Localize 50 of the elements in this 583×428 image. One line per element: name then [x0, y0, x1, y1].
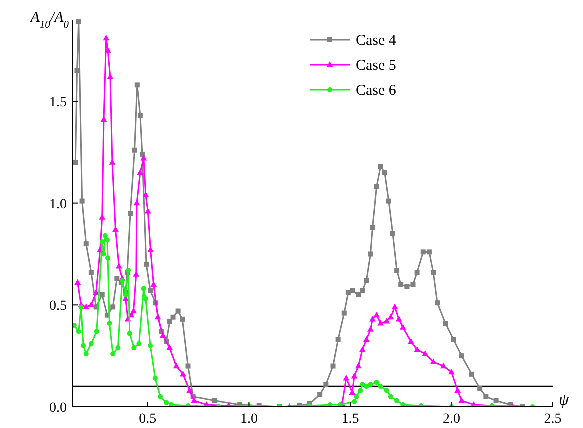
point	[100, 240, 105, 245]
point	[152, 376, 158, 381]
point	[388, 394, 394, 400]
y-axis-title: A$_{10}$/A$_{0}$	[30, 10, 70, 30]
point	[107, 320, 112, 326]
point	[94, 329, 100, 334]
y-tick-label: 1.0	[50, 197, 67, 212]
point	[358, 388, 364, 394]
point	[148, 343, 154, 348]
point	[164, 400, 170, 406]
point	[368, 382, 374, 388]
x-tick-label: 2.0	[442, 412, 460, 427]
point	[394, 398, 400, 404]
point	[400, 402, 406, 407]
y-tick-label: 1.5	[50, 95, 67, 110]
point	[136, 341, 142, 346]
point	[127, 331, 132, 336]
point	[81, 343, 86, 348]
legend-label: Case 6	[356, 83, 397, 99]
point	[158, 394, 163, 400]
x-tick-label: 2.5	[544, 412, 562, 427]
point	[354, 394, 360, 400]
point	[364, 384, 370, 390]
point	[73, 323, 77, 328]
legend-label: Case 4	[356, 33, 397, 49]
y-tick-label: 0.0	[50, 401, 67, 416]
x-axis-title: ψ	[559, 392, 570, 409]
y-tick-label: 0.5	[50, 299, 67, 314]
point	[84, 352, 89, 357]
point	[169, 402, 174, 407]
point	[378, 384, 384, 390]
point	[384, 388, 390, 394]
point	[78, 304, 84, 310]
x-tick-label: 1.5	[342, 412, 360, 427]
point	[106, 256, 111, 261]
x-tick-label: 0.5	[139, 412, 157, 427]
point	[102, 233, 108, 238]
legend-label: Case 5	[356, 58, 396, 74]
point	[360, 382, 366, 388]
point	[328, 402, 333, 407]
point	[352, 399, 358, 404]
point	[88, 341, 94, 346]
point	[374, 380, 380, 386]
point	[76, 329, 82, 334]
point	[110, 352, 116, 357]
point	[132, 345, 137, 350]
point	[143, 296, 148, 302]
point	[116, 345, 121, 350]
point	[141, 286, 146, 292]
x-tick-label: 1.0	[240, 412, 258, 427]
